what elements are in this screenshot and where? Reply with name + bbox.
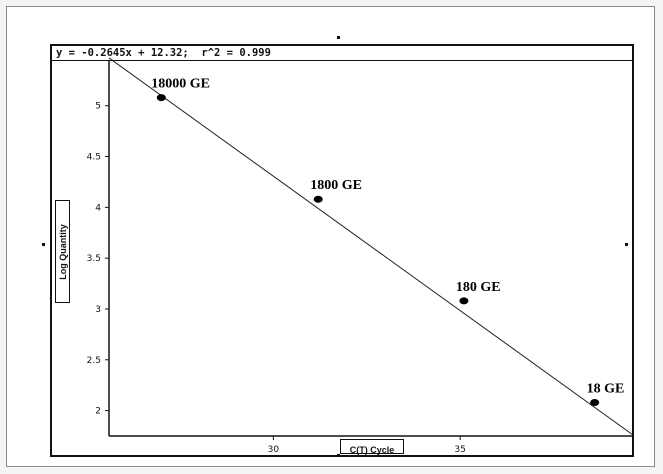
y-axis-label-box: Log Quantity — [55, 200, 70, 303]
figure-panel: 2 2.5 3 3.5 4 4.5 5 30 35 18000 GE 1800 GE 180 GE 18… — [6, 6, 655, 467]
y-tick-label: 4.5 — [87, 153, 101, 163]
data-point — [156, 94, 166, 102]
equation-bar: y = -0.2645x + 12.32; r^2 = 0.999 — [52, 46, 632, 61]
resize-handle-bottom[interactable] — [337, 454, 340, 457]
data-point-label: 180 GE — [456, 280, 501, 295]
resize-handle-right[interactable] — [625, 243, 628, 246]
data-point — [459, 297, 469, 305]
y-tick-label: 2 — [95, 407, 101, 417]
resize-handle-top[interactable] — [337, 36, 340, 39]
plot-area: 2 2.5 3 3.5 4 4.5 5 30 35 18000 GE 1800 GE 180 GE 18… — [87, 57, 632, 455]
x-tick-label: 30 — [268, 445, 280, 455]
data-point-label: 18000 GE — [151, 77, 210, 92]
y-tick-label: 2.5 — [87, 356, 101, 366]
x-axis-label: C(T) Cycle — [349, 445, 395, 455]
data-point — [590, 398, 600, 406]
y-tick-label: 3.5 — [87, 254, 101, 264]
x-axis-label-box: C(T) Cycle — [340, 439, 404, 455]
y-tick-label: 3 — [95, 305, 101, 315]
y-tick-label: 5 — [95, 102, 101, 112]
y-axis-label: Log Quantity — [57, 223, 68, 280]
chart-frame: 2 2.5 3 3.5 4 4.5 5 30 35 18000 GE 1800 GE 180 GE 18… — [50, 44, 634, 457]
data-point-label: 1800 GE — [310, 178, 362, 193]
x-tick-label: 35 — [454, 445, 465, 455]
y-tick-label: 4 — [95, 203, 101, 213]
regression-equation: y = -0.2645x + 12.32; r^2 = 0.999 — [56, 47, 271, 59]
data-point — [313, 195, 323, 203]
data-point-label: 18 GE — [587, 381, 625, 396]
regression-line — [108, 57, 632, 435]
resize-handle-left[interactable] — [42, 243, 45, 246]
